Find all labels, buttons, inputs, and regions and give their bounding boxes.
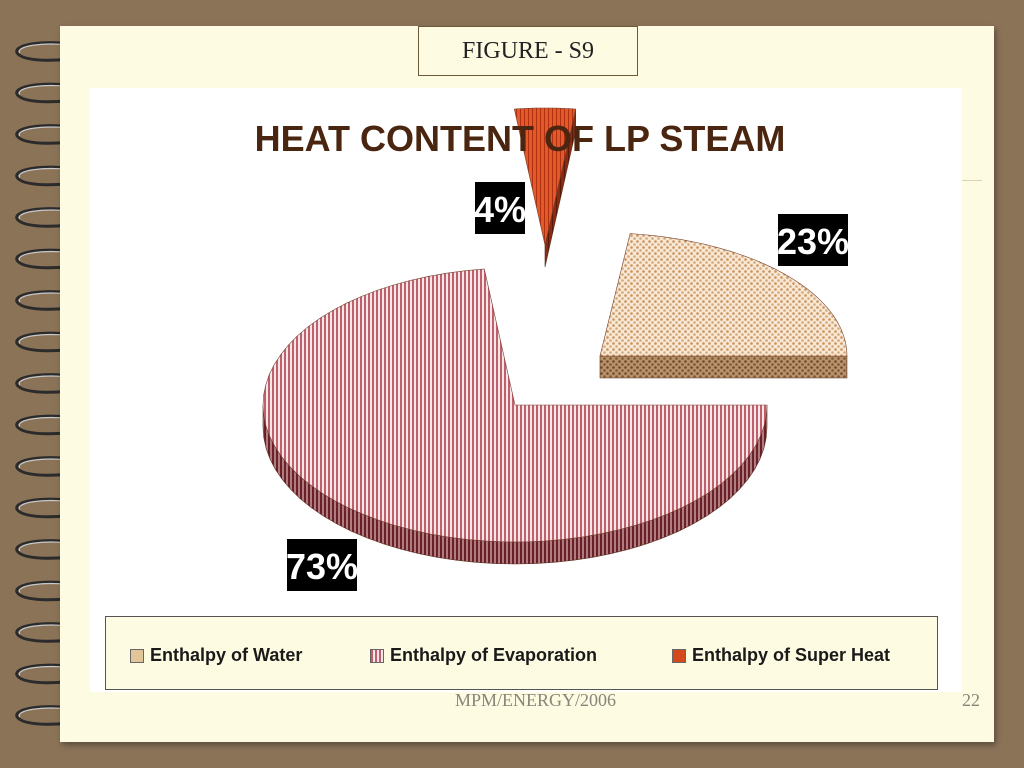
- svg-text:4%: 4%: [474, 189, 526, 230]
- pie-slice-super-heat: [513, 107, 577, 268]
- footer-source: MPM/ENERGY/2006: [455, 690, 617, 710]
- legend-label-super-heat: Enthalpy of Super Heat: [692, 645, 891, 665]
- pie-slice-water: [599, 233, 848, 379]
- legend-swatch-water: [130, 648, 144, 663]
- legend-label-evaporation: Enthalpy of Evaporation: [390, 645, 598, 665]
- legend-item-evaporation: Enthalpy of Evaporation: [370, 645, 597, 666]
- data-label-evaporation: 73%: [286, 539, 358, 591]
- figure-label: FIGURE - S9: [418, 26, 638, 76]
- legend-swatch-super-heat: [672, 648, 686, 663]
- chart-legend: Enthalpy of Water Enthalpy of Evaporatio…: [105, 616, 938, 690]
- pie-slice-evaporation: [262, 268, 768, 565]
- svg-text:23%: 23%: [777, 221, 849, 262]
- page-number: 22: [962, 690, 980, 710]
- svg-text:73%: 73%: [286, 546, 358, 587]
- legend-swatch-evaporation: [370, 648, 384, 663]
- data-label-water: 23%: [777, 214, 849, 266]
- divider: [962, 180, 982, 181]
- data-label-super-heat: 4%: [474, 182, 526, 234]
- chart-area: [90, 88, 962, 692]
- chart-title: HEAT CONTENT OF LP STEAM: [255, 118, 786, 159]
- legend-label-water: Enthalpy of Water: [150, 645, 303, 665]
- legend-item-water: Enthalpy of Water: [130, 645, 302, 666]
- legend-item-super-heat: Enthalpy of Super Heat: [672, 645, 890, 666]
